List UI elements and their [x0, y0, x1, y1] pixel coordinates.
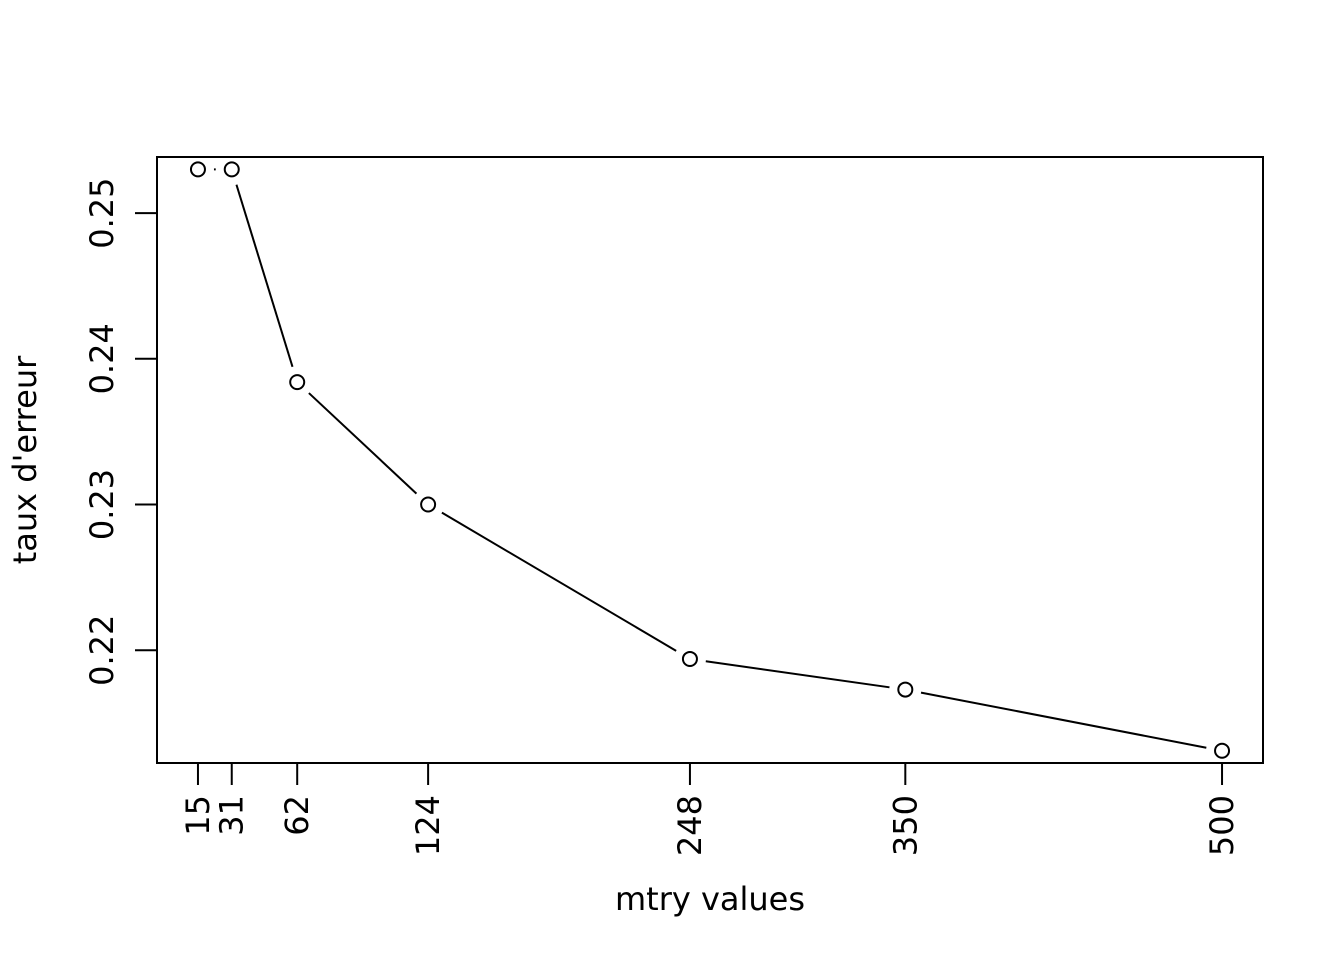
data-point [189, 161, 206, 178]
x-tick-label: 62 [278, 795, 316, 836]
x-tick-label: 500 [1203, 795, 1241, 856]
data-point [897, 681, 914, 698]
line-segment [441, 511, 677, 652]
series-line [213, 168, 1207, 749]
x-tick-label: 15 [179, 795, 217, 836]
y-tick-label: 0.24 [83, 323, 121, 394]
x-tick-label: 248 [671, 795, 709, 856]
x-axis-label: mtry values [615, 880, 805, 918]
data-point [681, 650, 698, 667]
data-point [420, 496, 437, 513]
y-tick-label: 0.22 [83, 615, 121, 686]
data-point [289, 374, 306, 391]
line-segment [235, 184, 294, 368]
line-segment [705, 660, 890, 689]
y-axis: 0.22 0.23 0.24 0.25 [83, 177, 158, 686]
y-tick-label: 0.23 [83, 469, 121, 540]
y-tick-label: 0.25 [83, 177, 121, 248]
y-axis-label: taux d'erreur [6, 355, 44, 564]
x-tick-label: 31 [213, 795, 251, 836]
line-segment [920, 691, 1207, 749]
series-points [189, 161, 1231, 759]
data-point [223, 161, 240, 178]
plot-frame [156, 156, 1264, 764]
x-tick-label: 124 [409, 795, 447, 856]
line-segment [308, 392, 418, 495]
x-tick-label: 350 [886, 795, 924, 856]
data-point [1214, 742, 1231, 759]
